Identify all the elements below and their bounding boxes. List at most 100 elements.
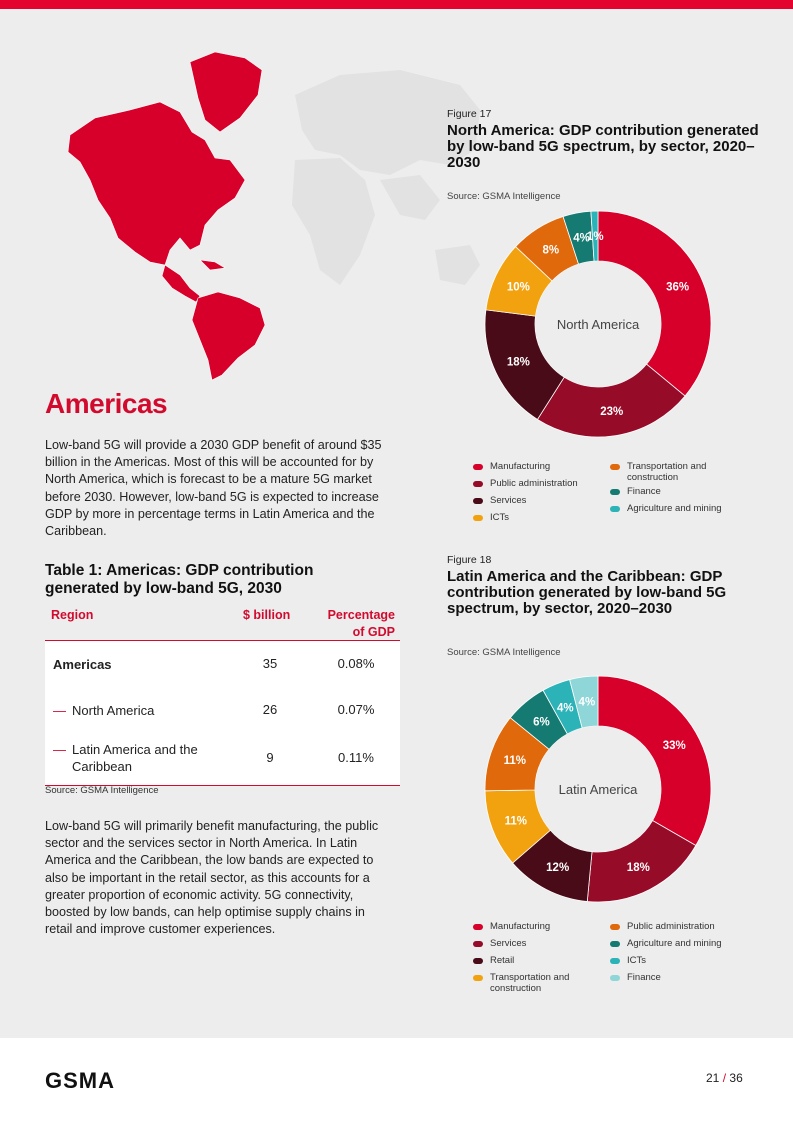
row-region: Americas: [53, 657, 112, 672]
row-region: North America: [72, 703, 155, 718]
legend-swatch: [473, 515, 483, 521]
legend-swatch: [473, 941, 483, 947]
page-current: 21: [706, 1071, 720, 1085]
legend-swatch: [473, 464, 483, 470]
legend-item: Agriculture and mining: [610, 503, 742, 515]
donut-hole: [535, 261, 661, 387]
top-accent-bar: [0, 0, 793, 9]
world-map: [40, 40, 480, 385]
figure-18: Figure 18 Latin America and the Caribbea…: [447, 554, 767, 658]
legend-item: Services: [473, 495, 605, 507]
donut-svg: 36% 23% 18% 10% 8% 4%1% North America: [484, 210, 712, 438]
row-percentage: 0.08%: [337, 656, 375, 671]
figure-17: Figure 17 North America: GDP contributio…: [447, 108, 767, 202]
legend-label: Finance: [627, 486, 661, 497]
gdp-table: Region $ billion Percentage of GDP Ameri…: [45, 604, 400, 786]
header-percentage: Percentage of GDP: [327, 608, 395, 639]
slice-data-label: 8%: [543, 245, 560, 257]
figure-label: Figure 18: [447, 554, 492, 566]
gsma-logo: GSMA: [45, 1068, 115, 1093]
header-region: Region: [51, 608, 94, 622]
slice-data-label: 11%: [504, 755, 526, 767]
intro-paragraph: Low-band 5G will provide a 2030 GDP bene…: [45, 438, 382, 539]
chart-legend: Manufacturing Public administration Servic…: [473, 461, 773, 530]
legend-item: Services: [473, 938, 605, 950]
legend-item: Manufacturing: [473, 461, 605, 473]
table-row: — Latin America and the Caribbean 9 0.11%: [45, 733, 400, 785]
row-billion: 35: [262, 656, 278, 671]
slice-data-label: 12%: [546, 862, 569, 874]
donut-center-label: North America: [557, 317, 640, 332]
legend-item: Transportation and construction: [610, 461, 742, 483]
slice-data-label: 36%: [666, 282, 689, 294]
page-separator: /: [722, 1071, 727, 1085]
header-billion: $ billion: [243, 608, 291, 622]
legend-label: Services: [490, 495, 527, 506]
legend-label: Manufacturing: [490, 461, 551, 472]
slice-data-label: 1%: [587, 231, 604, 243]
legend-label: Agriculture and mining: [627, 503, 722, 514]
chart-legend: Manufacturing Services Retail Transportatio…: [473, 921, 773, 994]
legend-label: ICTs: [627, 955, 646, 966]
world-map-graphic: [67, 51, 480, 381]
legend-swatch: [610, 975, 620, 981]
donut-svg: 33% 18% 12% 11% 11% 6% 4% 4% Latin America: [484, 675, 712, 903]
legend-swatch: [473, 481, 483, 487]
legend-item: Transportation and construction: [473, 972, 605, 994]
figure-label: Figure 17: [447, 108, 492, 120]
table-source: Source: GSMA Intelligence: [45, 785, 159, 796]
subregion-dash: —: [53, 742, 66, 757]
donut-hole: [535, 726, 661, 852]
table-row: — North America 26 0.07%: [45, 687, 400, 733]
slice-data-label: 4%: [579, 697, 596, 709]
slice-data-label: 33%: [663, 740, 686, 752]
subregion-dash: —: [53, 703, 66, 718]
page-number: 21 / 36: [706, 1071, 743, 1085]
slice-data-label: 6%: [533, 717, 550, 729]
legend-item: Finance: [610, 486, 742, 498]
legend-label: Agriculture and mining: [627, 938, 722, 949]
legend-swatch: [610, 464, 620, 470]
legend-label: Retail: [490, 955, 515, 966]
figure-source: Source: GSMA Intelligence: [447, 647, 561, 658]
legend-item: ICTs: [473, 512, 605, 524]
slice-data-label: 4%: [557, 702, 574, 714]
slice-data-label: 18%: [507, 356, 530, 368]
row-region-cell: — North America: [53, 702, 228, 719]
legend-item: Manufacturing: [473, 921, 605, 933]
figure-title: North America: GDP contribution generate…: [447, 122, 759, 171]
legend-label: Public administration: [490, 478, 578, 489]
legend-label: Transportation and construction: [490, 972, 570, 994]
page-title: Americas: [45, 388, 168, 419]
legend-item: Public administration: [473, 478, 605, 490]
legend-item: Agriculture and mining: [610, 938, 742, 950]
slice-data-label: 11%: [505, 815, 527, 827]
legend-label: Services: [490, 938, 527, 949]
figure-source: Source: GSMA Intelligence: [447, 191, 561, 202]
donut-chart-latin-america: 33% 18% 12% 11% 11% 6% 4% 4% Latin America: [484, 675, 712, 903]
legend-swatch: [610, 506, 620, 512]
page-total: 36: [729, 1071, 743, 1085]
legend-label: ICTs: [490, 512, 509, 523]
body-paragraph: Low-band 5G will primarily benefit manuf…: [45, 819, 379, 937]
slice-data-label: 23%: [600, 406, 623, 418]
legend-swatch: [473, 498, 483, 504]
table-header: Region $ billion Percentage of GDP: [45, 604, 400, 641]
legend-item: Retail: [473, 955, 605, 967]
legend-swatch: [610, 924, 620, 930]
legend-label: Transportation and construction: [627, 461, 707, 483]
legend-label: Public administration: [627, 921, 715, 932]
row-billion: 26: [262, 702, 278, 717]
table-title: Table 1: Americas: GDP contribution gene…: [45, 562, 314, 597]
legend-swatch: [610, 941, 620, 947]
donut-center-label: Latin America: [559, 782, 639, 797]
figure-title: Latin America and the Caribbean: GDP con…: [447, 568, 727, 617]
table-row: Americas 35 0.08%: [45, 641, 400, 687]
row-percentage: 0.11%: [338, 750, 374, 765]
table-body: Americas 35 0.08% — North America 26 0.07…: [45, 641, 400, 786]
row-region-cell: — Latin America and the Caribbean: [53, 741, 228, 775]
legend-label: Manufacturing: [490, 921, 551, 932]
legend-swatch: [473, 958, 483, 964]
legend-item: ICTs: [610, 955, 742, 967]
legend-swatch: [610, 489, 620, 495]
